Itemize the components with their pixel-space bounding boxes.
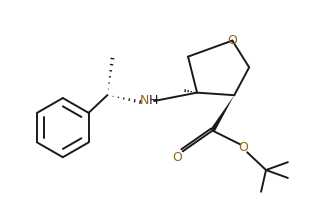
Text: O: O <box>227 34 237 47</box>
Text: N: N <box>139 94 149 106</box>
Polygon shape <box>210 95 234 132</box>
Text: O: O <box>238 141 248 154</box>
Text: H: H <box>148 95 158 107</box>
Text: O: O <box>172 151 182 164</box>
